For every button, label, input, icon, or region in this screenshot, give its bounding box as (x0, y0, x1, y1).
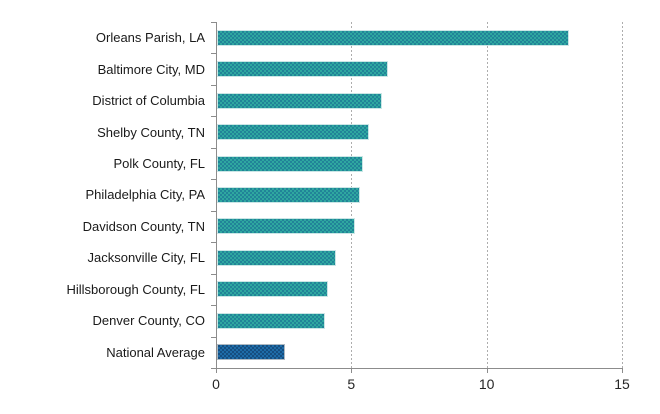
x-axis-tick (216, 369, 217, 373)
bar (217, 313, 325, 329)
y-axis-tick (211, 179, 216, 180)
bar (217, 61, 388, 77)
gridline-15 (622, 22, 623, 368)
y-axis-line (216, 22, 217, 369)
bar (217, 250, 336, 266)
y-axis-tick (211, 274, 216, 275)
bar (217, 187, 360, 203)
x-tick-label: 0 (212, 376, 220, 392)
category-label: Philadelphia City, PA (85, 187, 205, 203)
x-axis-tick (351, 369, 353, 373)
y-axis-tick (211, 22, 216, 23)
y-axis-tick (211, 211, 216, 212)
y-axis-tick (211, 368, 216, 369)
x-tick-label: 15 (614, 376, 630, 392)
x-axis-tick (486, 369, 488, 373)
x-tick-label: 5 (347, 376, 356, 392)
category-label: Polk County, FL (113, 156, 205, 172)
bar (217, 156, 363, 172)
bar (217, 30, 569, 46)
bar (217, 93, 382, 109)
y-axis-tick (211, 85, 216, 86)
bar (217, 281, 328, 297)
y-axis-tick (211, 116, 216, 117)
category-label: Orleans Parish, LA (95, 30, 205, 46)
bar (217, 124, 369, 140)
y-axis-tick (211, 337, 216, 338)
y-axis-tick (211, 305, 216, 306)
category-label: National Average (106, 344, 205, 360)
x-axis-tick (622, 369, 623, 373)
category-label: District of Columbia (92, 93, 205, 109)
gridline-10 (486, 22, 488, 368)
category-label: Denver County, CO (92, 313, 205, 329)
bar-highlight (217, 344, 285, 360)
y-axis-tick (211, 53, 216, 54)
category-label: Shelby County, TN (97, 124, 205, 140)
x-axis-line (216, 368, 623, 369)
bar (217, 218, 355, 234)
category-label: Jacksonville City, FL (87, 250, 205, 266)
y-axis-tick (211, 148, 216, 149)
category-label: Hillsborough County, FL (66, 281, 206, 297)
x-tick-label: 10 (478, 376, 495, 392)
category-label: Baltimore City, MD (97, 61, 205, 77)
category-label: Davidson County, TN (82, 218, 205, 234)
y-axis-tick (211, 242, 216, 243)
